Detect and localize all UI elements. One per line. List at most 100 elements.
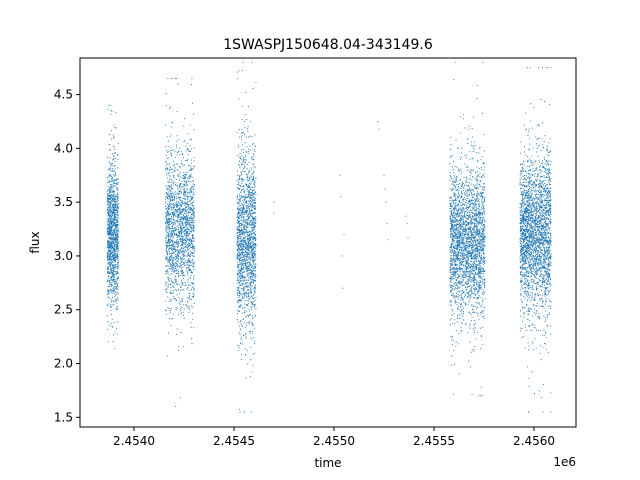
data-point [108, 232, 110, 234]
data-point [165, 212, 167, 214]
data-point [108, 230, 110, 232]
data-point [191, 343, 193, 345]
data-point [113, 240, 115, 242]
data-point [250, 242, 252, 244]
data-point [177, 255, 180, 257]
data-point [111, 162, 114, 164]
data-point [192, 226, 194, 228]
data-point [246, 180, 248, 182]
data-point [192, 186, 194, 188]
data-point [113, 296, 115, 298]
data-point [190, 196, 192, 198]
data-point [182, 346, 184, 348]
data-point [241, 343, 244, 345]
data-point [112, 206, 115, 208]
data-point [165, 92, 167, 95]
data-point [116, 287, 118, 289]
data-point [236, 131, 238, 133]
data-point [240, 255, 242, 257]
data-point [188, 245, 190, 247]
data-point [251, 338, 254, 340]
data-point [250, 227, 252, 229]
data-point [172, 249, 174, 251]
data-point [246, 248, 248, 250]
data-point [188, 180, 190, 182]
data-point [191, 224, 193, 226]
data-point [192, 168, 194, 170]
data-point [113, 182, 115, 184]
data-point [113, 170, 115, 173]
data-point [107, 259, 109, 261]
data-point [175, 156, 177, 158]
data-point [117, 235, 119, 237]
data-point [112, 204, 114, 206]
data-point [179, 222, 181, 224]
data-point [112, 185, 114, 187]
data-point [193, 208, 195, 210]
data-point [246, 263, 248, 265]
data-point [246, 270, 248, 272]
data-point [191, 234, 193, 236]
data-point [178, 350, 180, 352]
data-point [237, 261, 239, 263]
data-point [179, 190, 181, 192]
data-point [116, 183, 118, 185]
data-point [247, 276, 249, 278]
data-point [187, 177, 189, 179]
data-point [181, 163, 184, 165]
data-point [112, 205, 114, 207]
data-point [248, 179, 250, 181]
data-point [175, 182, 177, 184]
data-point [183, 207, 185, 209]
data-point [171, 225, 173, 227]
data-point [114, 203, 116, 205]
data-point [253, 337, 255, 339]
data-point [244, 251, 246, 253]
data-point [180, 219, 182, 221]
data-point [243, 239, 245, 242]
data-point [186, 213, 188, 215]
data-point [114, 242, 116, 244]
data-point [246, 272, 248, 274]
data-point [253, 228, 255, 230]
data-point [254, 144, 256, 146]
data-point [254, 218, 256, 220]
data-point [107, 249, 110, 252]
data-point [190, 83, 193, 85]
data-point [168, 279, 170, 281]
data-point [236, 243, 238, 246]
data-point [166, 194, 169, 196]
data-point [239, 236, 242, 238]
data-point [241, 273, 243, 275]
data-point [477, 204, 479, 206]
data-point [172, 214, 175, 216]
data-point [247, 106, 249, 108]
data-point [248, 239, 250, 241]
data-point [237, 237, 240, 239]
data-point [113, 197, 115, 200]
data-point [116, 286, 118, 288]
data-point [108, 174, 110, 176]
data-point [254, 285, 256, 287]
data-point [113, 208, 115, 210]
data-point [185, 215, 187, 217]
data-point [106, 182, 108, 184]
data-point [193, 200, 195, 202]
data-point [107, 244, 109, 246]
data-point [110, 217, 112, 219]
data-point [242, 240, 244, 242]
data-point [240, 227, 242, 229]
data-point [116, 244, 118, 246]
data-point [181, 216, 183, 218]
data-point [184, 243, 186, 245]
data-point [186, 262, 188, 264]
data-point [244, 257, 246, 259]
data-point [253, 236, 255, 238]
data-point [251, 156, 253, 158]
data-point [185, 284, 187, 286]
data-point [116, 321, 118, 323]
data-point [177, 270, 180, 272]
data-point [251, 257, 253, 259]
data-point [190, 277, 192, 279]
data-point [115, 127, 117, 129]
